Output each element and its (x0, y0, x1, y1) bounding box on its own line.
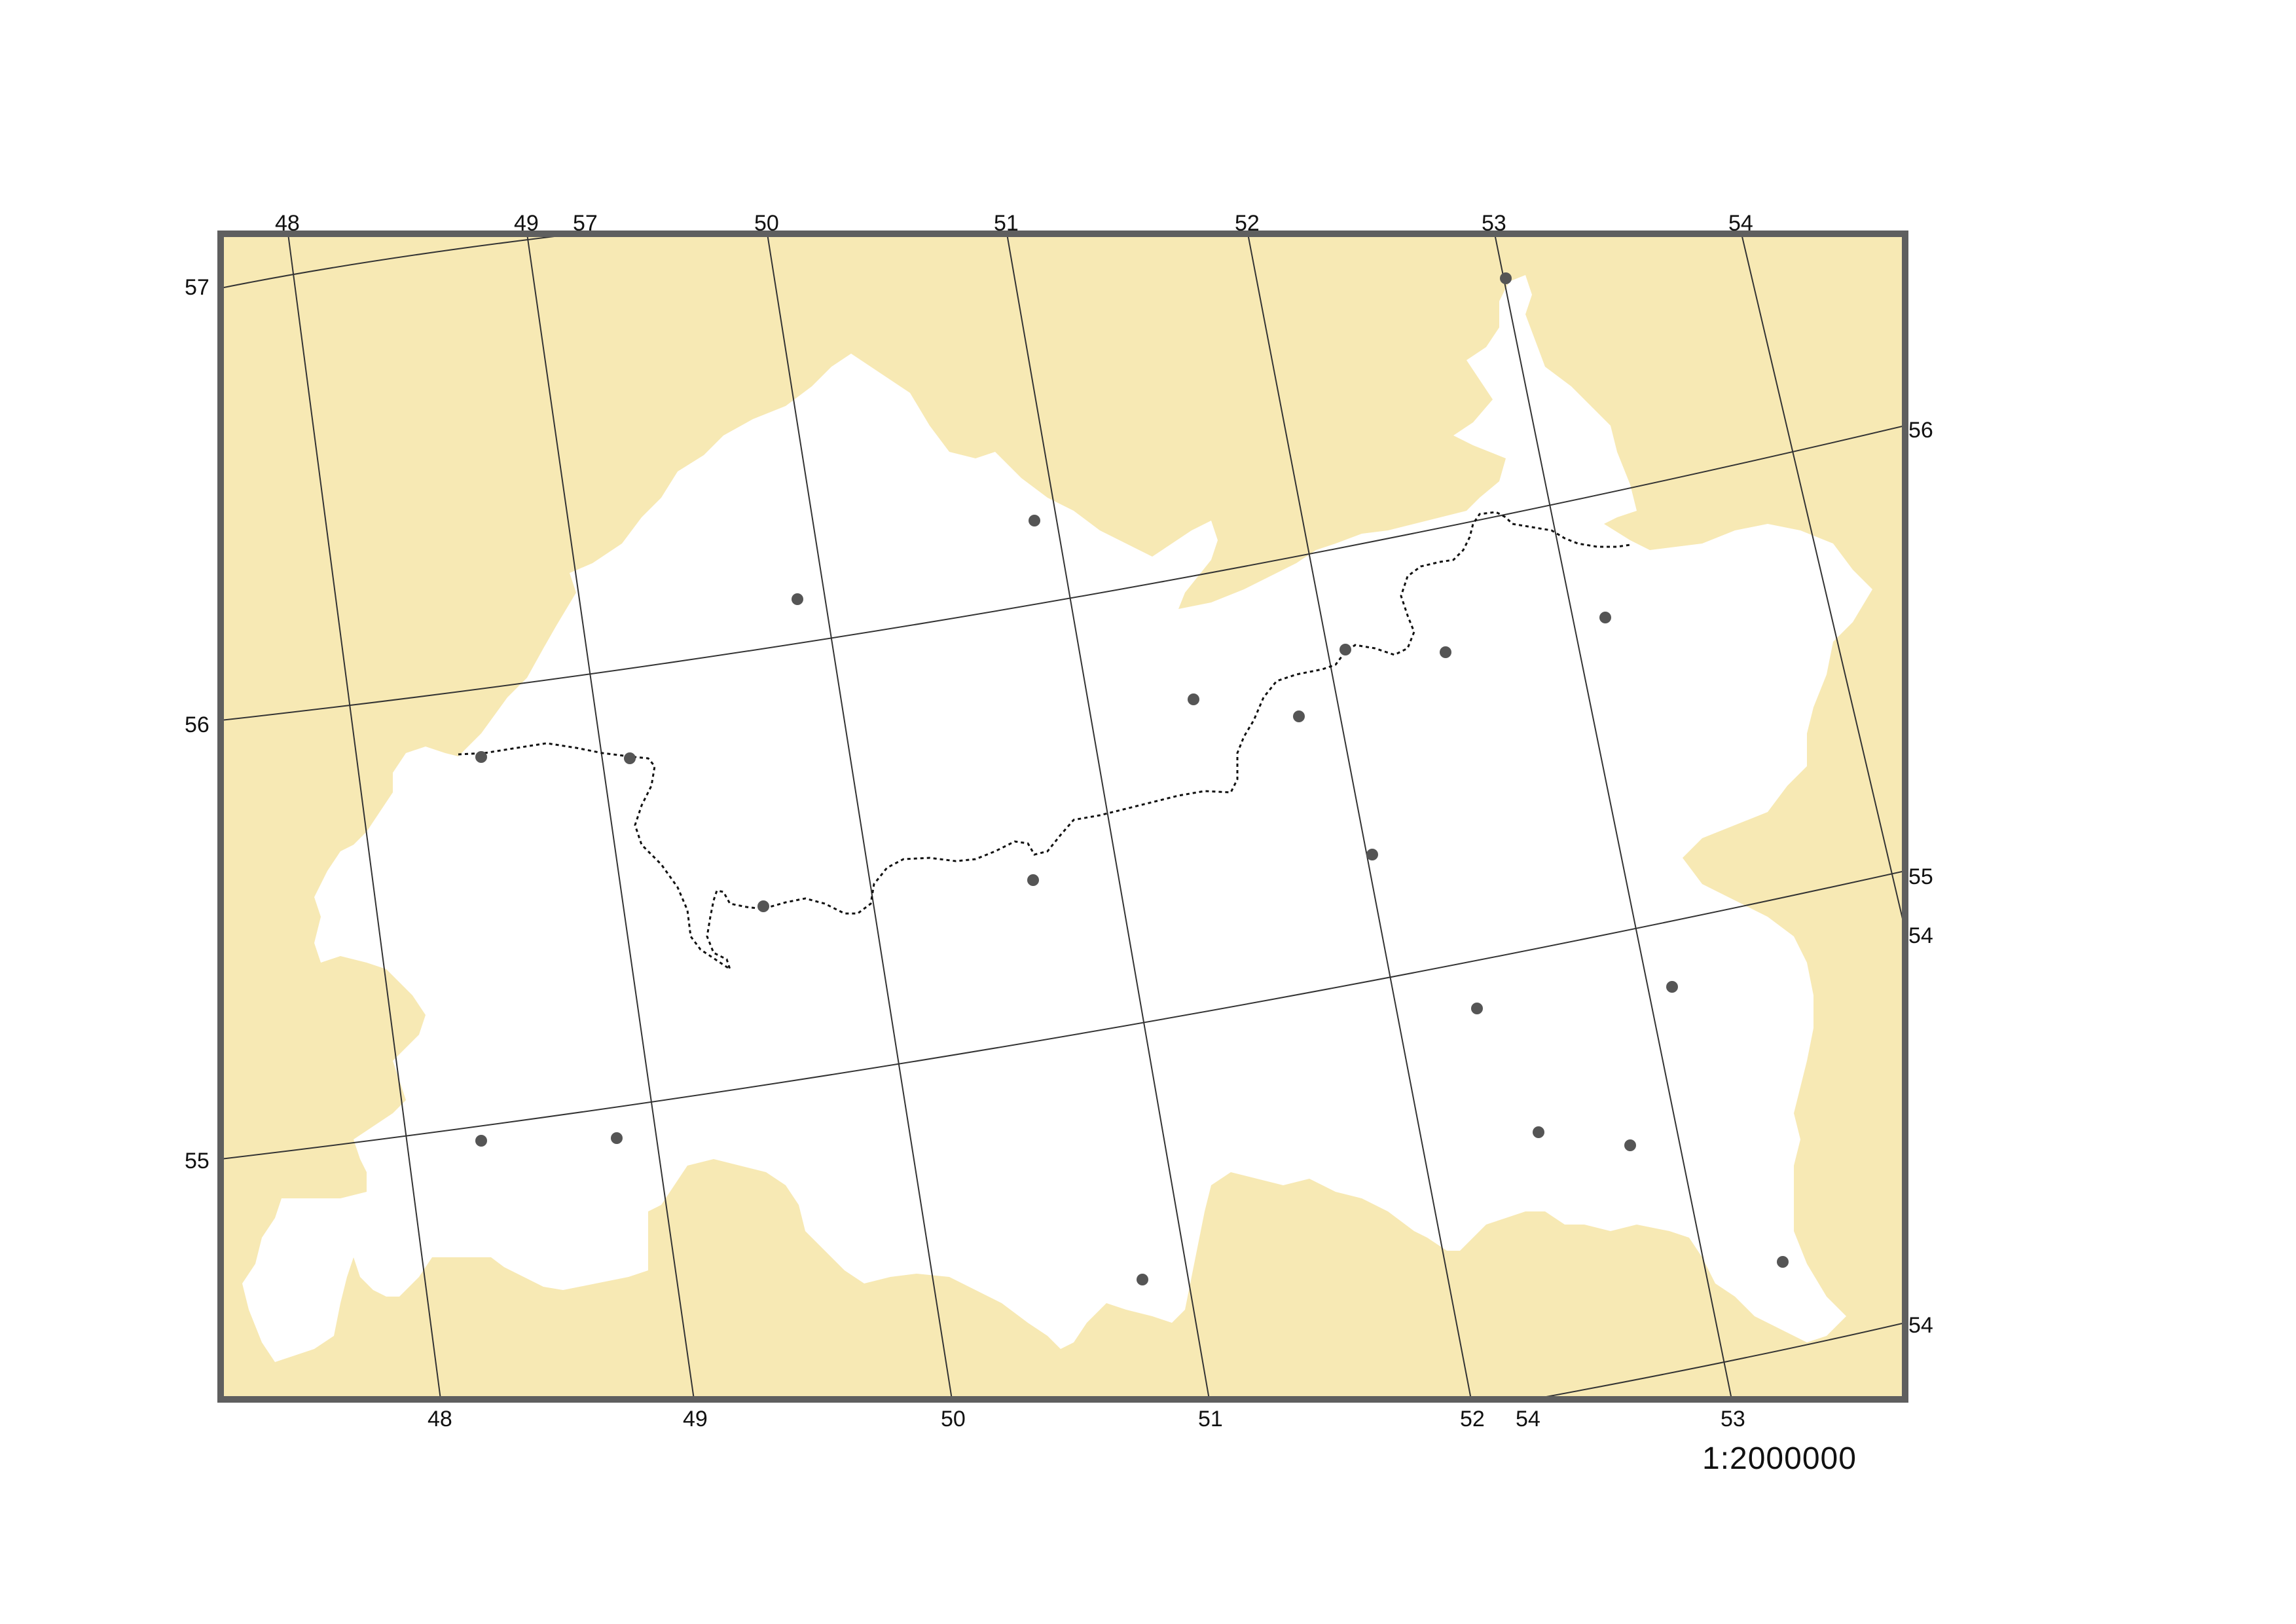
meridian-label-top: 49 (514, 211, 539, 236)
settlement-point (475, 751, 487, 763)
settlements (475, 272, 1789, 1285)
settlement-point (475, 1135, 487, 1147)
parallel-label-right: 56 (1908, 418, 1933, 443)
settlement-point (611, 1132, 623, 1144)
parallel-label-left: 57 (185, 275, 210, 300)
meridian-label-bottom: 52 (1460, 1407, 1485, 1431)
settlement-point (1137, 1274, 1148, 1285)
settlement-point (1366, 849, 1378, 860)
settlement-point (1339, 644, 1351, 655)
settlement-point (1624, 1139, 1636, 1151)
extra-label-bottom-54: 54 (1516, 1407, 1540, 1431)
meridian-label-top: 48 (275, 211, 300, 236)
settlement-point (1471, 1003, 1483, 1014)
meridian-label-bottom: 48 (428, 1407, 452, 1431)
meridian-label-top: 53 (1482, 211, 1506, 236)
map-frame (217, 231, 1908, 1403)
extra-label-right-54: 54 (1908, 923, 1933, 948)
meridian-50 (767, 234, 953, 1399)
meridian-label-top: 52 (1235, 211, 1260, 236)
meridian-label-bottom: 50 (941, 1407, 966, 1431)
parallel-57 (221, 234, 577, 289)
settlement-point (792, 593, 803, 605)
parallel-label-left: 55 (185, 1149, 210, 1173)
extra-label-57: 57 (573, 211, 598, 236)
meridian-label-top: 51 (994, 211, 1019, 236)
settlement-point (1188, 693, 1199, 705)
meridian-label-top: 50 (754, 211, 779, 236)
graticule (221, 234, 1905, 1399)
settlement-point (1777, 1256, 1789, 1268)
settlement-point (1500, 272, 1512, 284)
parallel-56 (221, 425, 1905, 721)
parallel-label-right: 55 (1908, 864, 1933, 889)
meridian-label-bottom: 51 (1198, 1407, 1223, 1431)
settlement-point (1599, 612, 1611, 623)
settlement-point (1027, 874, 1039, 886)
meridian-49 (526, 234, 695, 1399)
meridian-48 (287, 234, 441, 1399)
settlement-point (757, 900, 769, 912)
parallel-label-left: 56 (185, 712, 210, 737)
meridian-label-bottom: 53 (1721, 1407, 1745, 1431)
settlement-point (1293, 710, 1305, 722)
settlement-point (624, 752, 636, 764)
meridian-label-top: 54 (1728, 211, 1753, 236)
meridian-54 (1741, 234, 1905, 931)
parallel-55 (221, 870, 1905, 1160)
parallel-54 (1531, 1322, 1905, 1399)
meridian-51 (1006, 234, 1210, 1399)
meridian-label-bottom: 49 (683, 1407, 708, 1431)
settlement-point (1440, 646, 1451, 658)
settlement-point (1533, 1126, 1544, 1138)
meridian-52 (1247, 234, 1472, 1399)
extra-label-right-bottom-54: 54 (1908, 1313, 1933, 1338)
meridian-53 (1494, 234, 1732, 1399)
river-line (458, 511, 1631, 972)
scale-label: 1:2000000 (1702, 1441, 1857, 1476)
settlement-point (1029, 515, 1040, 526)
settlement-point (1666, 981, 1678, 993)
